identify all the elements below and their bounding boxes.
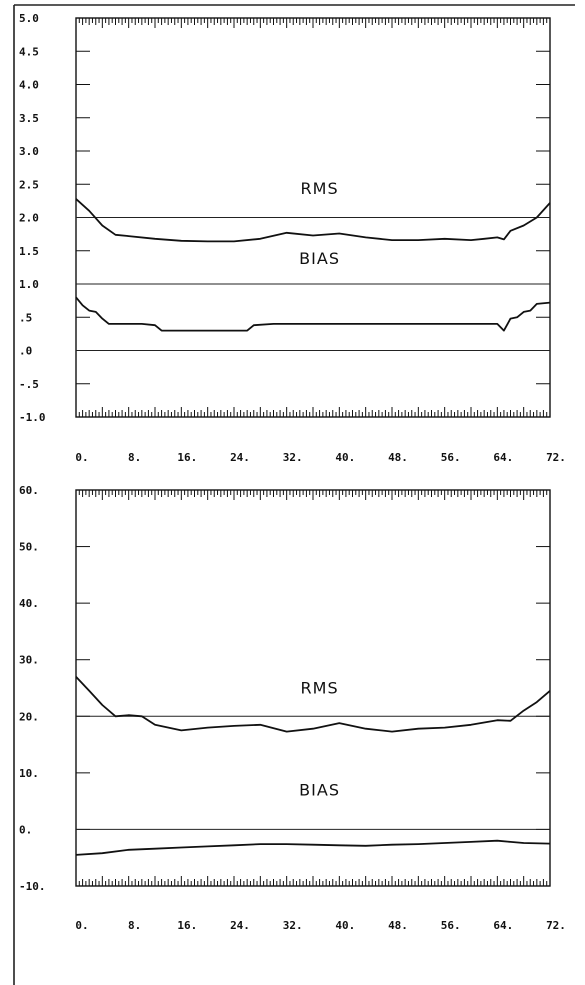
x-tick-label: 40. [335, 451, 355, 464]
y-tick-label: .0 [19, 345, 32, 358]
x-tick-label: 56. [441, 919, 461, 932]
y-tick-label: 60. [19, 484, 39, 497]
top-panel-chart: 5.0 4.5 4.0 3.5 3.0 2.5 2.0 1.5 1.0 .5 .0 -.5 -1.0 0.… [19, 12, 566, 464]
x-minor-ticks [75, 490, 551, 886]
x-tick-label: 64. [493, 451, 513, 464]
x-tick-label: 0. [75, 451, 88, 464]
x-tick-label: 72. [546, 451, 566, 464]
rms-curve [75, 676, 551, 733]
y-tick-label: 2.5 [19, 178, 39, 191]
y-tick-label: 50. [19, 541, 39, 554]
x-tick-label: 56. [441, 451, 461, 464]
series-annotation: RMS [301, 679, 339, 698]
y-tick-label: 4.0 [19, 79, 39, 92]
y-tick-label: 1.5 [19, 245, 39, 258]
x-tick-label: 32. [283, 919, 303, 932]
x-tick-label: 40. [335, 919, 355, 932]
series-annotation: RMS [301, 179, 339, 198]
x-tick-label: 8. [128, 451, 141, 464]
x-tick-label: 72. [546, 919, 566, 932]
y-tick-label: 0. [19, 823, 32, 836]
x-tick-label: 48. [388, 451, 408, 464]
x-tick-label: 64. [493, 919, 513, 932]
y-tick-label: 1.0 [19, 278, 39, 291]
series-annotation: BIAS [299, 249, 340, 268]
bottom-panel-chart: 60. 50. 40. 30. 20. 10. 0. -10. 0. 8. 16. 24. 32. 40.… [19, 484, 566, 932]
x-tick-label: 0. [75, 919, 88, 932]
y-tick-label: 20. [19, 710, 39, 723]
y-tick-label: -.5 [19, 378, 39, 391]
y-tick-label: 3.0 [19, 145, 39, 158]
x-tick-label: 24. [230, 451, 250, 464]
y-tick-label: 2.0 [19, 212, 39, 225]
bias-curve [75, 296, 551, 332]
x-tick-label: 48. [388, 919, 408, 932]
y-tick-label: -1.0 [19, 411, 46, 424]
y-tick-label: -10. [19, 880, 46, 893]
y-tick-label: 5.0 [19, 12, 39, 25]
y-tick-label: 40. [19, 597, 39, 610]
x-tick-label: 16. [177, 451, 197, 464]
rms-curve [75, 198, 551, 243]
bias-curve [75, 839, 551, 856]
x-tick-label: 16. [177, 919, 197, 932]
y-tick-label: .5 [19, 311, 32, 324]
x-tick-label: 24. [230, 919, 250, 932]
x-tick-label: 32. [283, 451, 303, 464]
x-tick-label: 8. [128, 919, 141, 932]
y-tick-label: 4.5 [19, 45, 39, 58]
y-tick-label: 30. [19, 654, 39, 667]
series-annotation: BIAS [299, 780, 340, 799]
y-tick-label: 10. [19, 767, 39, 780]
y-tick-label: 3.5 [19, 112, 39, 125]
x-minor-ticks [75, 18, 551, 417]
